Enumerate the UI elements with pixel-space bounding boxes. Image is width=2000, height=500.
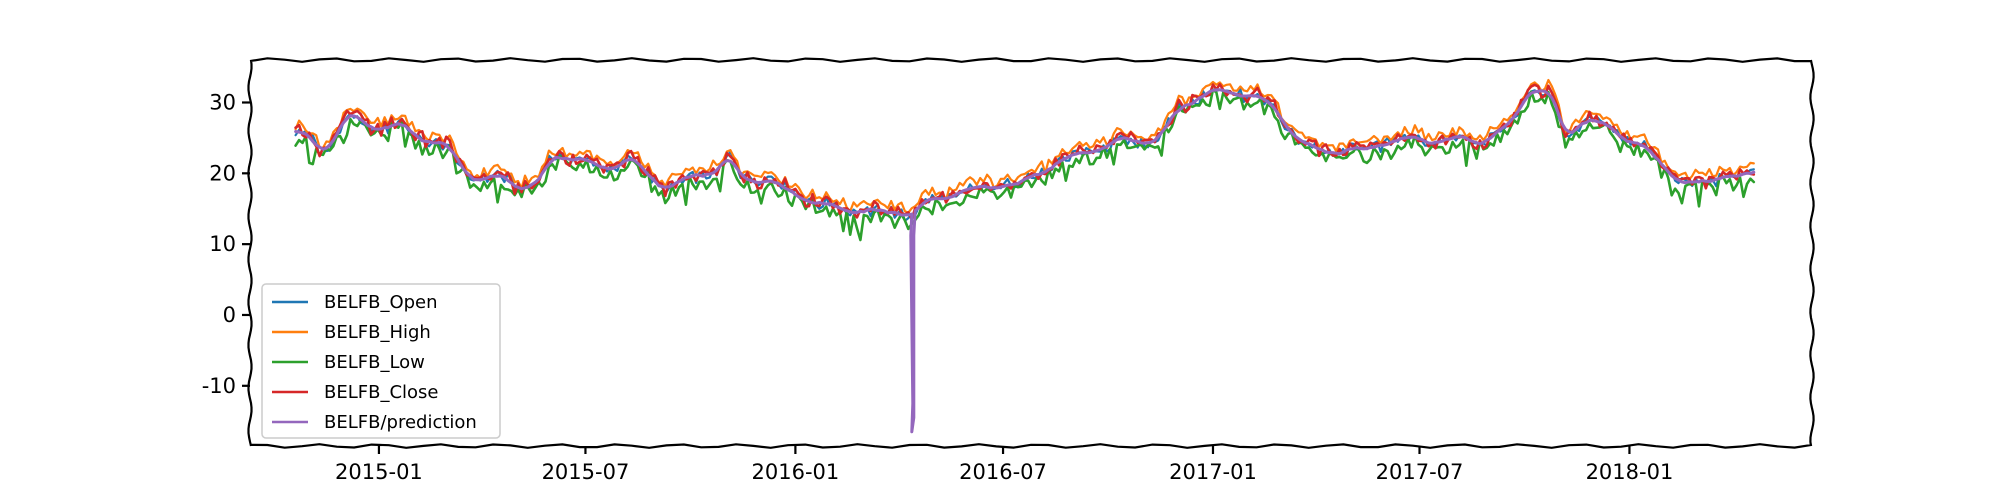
legend-entry: BELFB_High: [324, 322, 431, 343]
y-tick-label: 30: [209, 90, 236, 114]
x-tick-label: 2017-01: [1169, 460, 1257, 484]
legend: BELFB_Open BELFB_High BELFB_Low BELFB_Close…: [261, 283, 501, 439]
x-tick-label: 2016-01: [752, 460, 840, 484]
series-line-belfb-close: [294, 82, 1756, 221]
y-tick-label: 10: [209, 232, 236, 256]
y-tick-label: 0: [223, 303, 236, 327]
legend-entry: BELFB_Open: [324, 292, 438, 313]
x-tick-label: 2015-01: [335, 460, 423, 484]
x-tick-label: 2016-07: [959, 460, 1047, 484]
axes-layer: 30 20 10 0 -10 2015-01 2015-07 2016-01 2016-07 20…: [202, 90, 1674, 484]
y-tick-label: -10: [202, 374, 236, 398]
series-line-belfb-open: [294, 85, 1755, 222]
x-tick-label: 2015-07: [542, 460, 630, 484]
series-layer: [294, 78, 1756, 434]
x-tick-label: 2017-07: [1376, 460, 1464, 484]
legend-entry: BELFB_Close: [324, 382, 439, 403]
series-line-belfb-prediction: [294, 88, 1756, 434]
legend-entry: BELFB_Low: [324, 352, 425, 373]
legend-box: [261, 283, 501, 439]
plot-frame: [247, 57, 1815, 449]
series-line-belfb-low: [294, 88, 1756, 242]
y-tick-label: 20: [209, 161, 236, 185]
x-tick-label: 2018-01: [1586, 460, 1674, 484]
legend-entry: BELFB/prediction: [324, 412, 477, 433]
